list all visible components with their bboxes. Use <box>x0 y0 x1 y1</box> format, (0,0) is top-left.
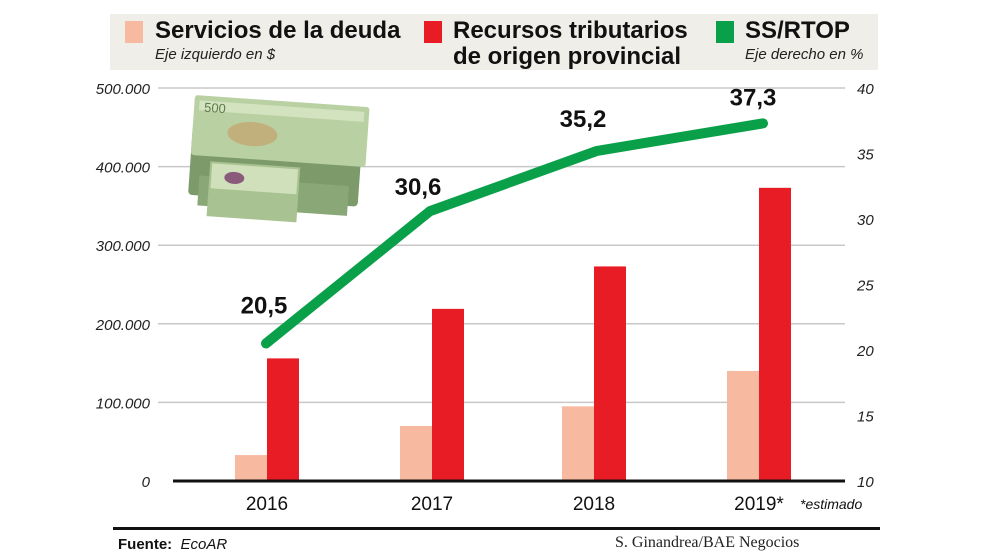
x-tick-label: 2018 <box>573 494 615 515</box>
bar-servicios <box>235 455 267 481</box>
legend-label-servicios: Servicios de la deuda <box>155 17 401 44</box>
right-tick-label: 30 <box>857 212 874 229</box>
x-tick-label: 2019* <box>734 494 784 515</box>
data-label-ssrtop: 37,3 <box>730 84 777 111</box>
source: Fuente: EcoAR <box>118 536 227 553</box>
right-tick-label: 10 <box>857 474 874 491</box>
right-tick-label: 15 <box>857 409 874 426</box>
x-tick-label: 2017 <box>411 494 453 515</box>
right-tick-label: 20 <box>856 343 874 360</box>
line-ssrtop <box>261 118 768 349</box>
legend-sub-servicios: Eje izquierdo en $ <box>155 46 276 63</box>
bar-servicios <box>400 425 432 481</box>
bar-recursos <box>594 266 626 481</box>
bar-servicios <box>562 406 594 481</box>
legend-label-recursos-line2: de origen provincial <box>453 43 682 70</box>
legend-swatch-recursos <box>424 21 442 43</box>
money-stack-icon: 500 <box>188 95 370 223</box>
data-label-ssrtop: 35,2 <box>560 106 607 133</box>
source-label: Fuente: <box>118 536 173 553</box>
left-tick-label: 0 <box>142 474 151 491</box>
bar-recursos <box>759 187 791 481</box>
x-tick-label: 2016 <box>246 494 288 515</box>
data-label-ssrtop: 30,6 <box>395 174 442 201</box>
right-tick-label: 25 <box>856 278 874 295</box>
data-label-ssrtop: 20,5 <box>241 292 288 319</box>
legend-swatch-servicios <box>125 21 143 43</box>
credit: S. Ginandrea/BAE Negocios <box>615 534 800 551</box>
bar-recursos <box>432 308 464 481</box>
legend-swatch-ssrtop <box>716 21 734 43</box>
bar-recursos <box>267 358 299 481</box>
left-tick-label: 300.000 <box>96 238 151 255</box>
legend-label-recursos: Recursos tributarios <box>453 17 688 44</box>
legend-sub-ssrtop: Eje derecho en % <box>745 46 864 63</box>
left-tick-label: 400.000 <box>96 160 151 177</box>
svg-text:500: 500 <box>204 100 227 116</box>
bar-servicios <box>727 370 759 481</box>
left-tick-label: 100.000 <box>96 395 151 412</box>
footer-rule <box>113 527 880 530</box>
legend-label-ssrtop: SS/RTOP <box>745 17 850 44</box>
left-tick-label: 200.000 <box>95 317 151 334</box>
legend <box>110 14 878 70</box>
note-label: *estimado <box>800 496 862 512</box>
left-tick-label: 500.000 <box>96 81 151 98</box>
right-tick-label: 40 <box>857 81 874 98</box>
source-name: EcoAR <box>180 536 228 553</box>
right-tick-label: 35 <box>857 147 874 164</box>
